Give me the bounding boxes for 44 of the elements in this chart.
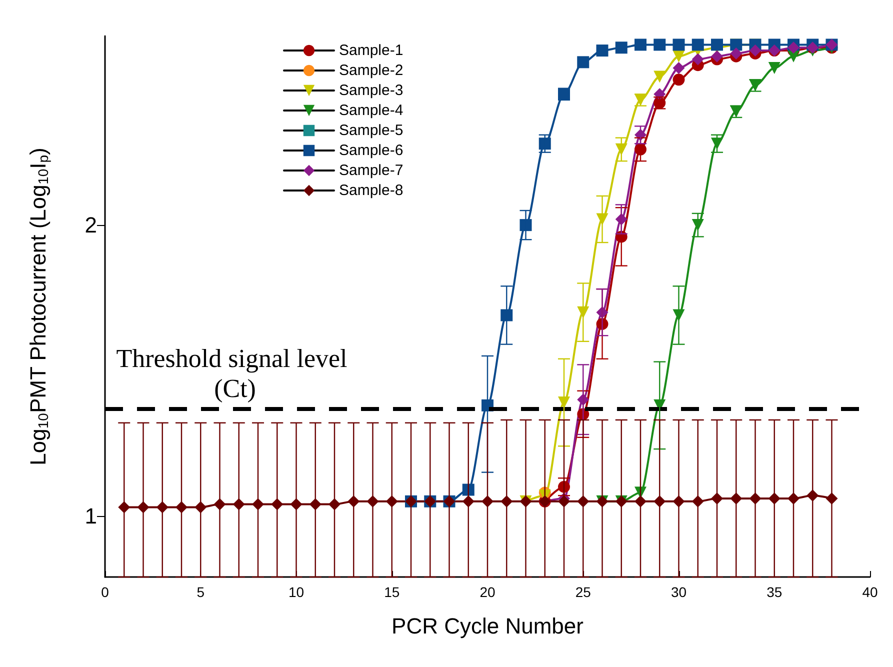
- point: [654, 38, 666, 51]
- point: [692, 38, 704, 51]
- point: [462, 484, 474, 496]
- point: [596, 44, 608, 57]
- point: [692, 53, 704, 66]
- x-tick-label: 5: [196, 584, 205, 600]
- legend-label: Sample-6: [339, 142, 404, 159]
- point: [538, 138, 551, 150]
- x-tick-label: 30: [670, 584, 687, 600]
- point: [634, 143, 646, 156]
- ref-line-label: Threshold signal level (Ct): [116, 344, 354, 403]
- legend-label: Sample-5: [339, 122, 404, 139]
- x-tick-label: 25: [575, 584, 592, 600]
- y-tick-label: 2: [84, 212, 97, 238]
- point: [500, 309, 513, 322]
- point: [577, 56, 590, 68]
- point: [672, 74, 685, 86]
- point: [711, 38, 723, 51]
- point: [672, 38, 685, 51]
- legend-label: Sample-1: [339, 42, 404, 59]
- point: [634, 38, 646, 51]
- y-axis-title: Log10PMT Photocurrent (Log10Ip): [26, 148, 51, 466]
- point: [730, 47, 742, 60]
- legend-label: Sample-4: [339, 102, 404, 119]
- x-tick-label: 0: [101, 584, 110, 600]
- legend-label: Sample-7: [339, 162, 404, 179]
- point: [788, 42, 800, 54]
- x-tick-label: 35: [766, 584, 782, 600]
- legend-label: Sample-2: [339, 62, 404, 79]
- point: [768, 62, 780, 74]
- point: [749, 44, 762, 57]
- legend-label: Sample-8: [339, 182, 404, 199]
- point: [654, 70, 666, 83]
- legend-label: Sample-3: [339, 82, 404, 99]
- point: [672, 62, 685, 74]
- point: [615, 42, 628, 54]
- x-tick-label: 10: [288, 584, 304, 600]
- point: [711, 50, 723, 62]
- point: [672, 50, 685, 62]
- y-tick-label: 1: [84, 503, 97, 528]
- x-tick-label: 15: [384, 584, 400, 600]
- x-tick-label: 40: [862, 584, 878, 600]
- x-tick-label: 20: [480, 584, 496, 600]
- x-axis-title: PCR Cycle Number: [392, 614, 584, 638]
